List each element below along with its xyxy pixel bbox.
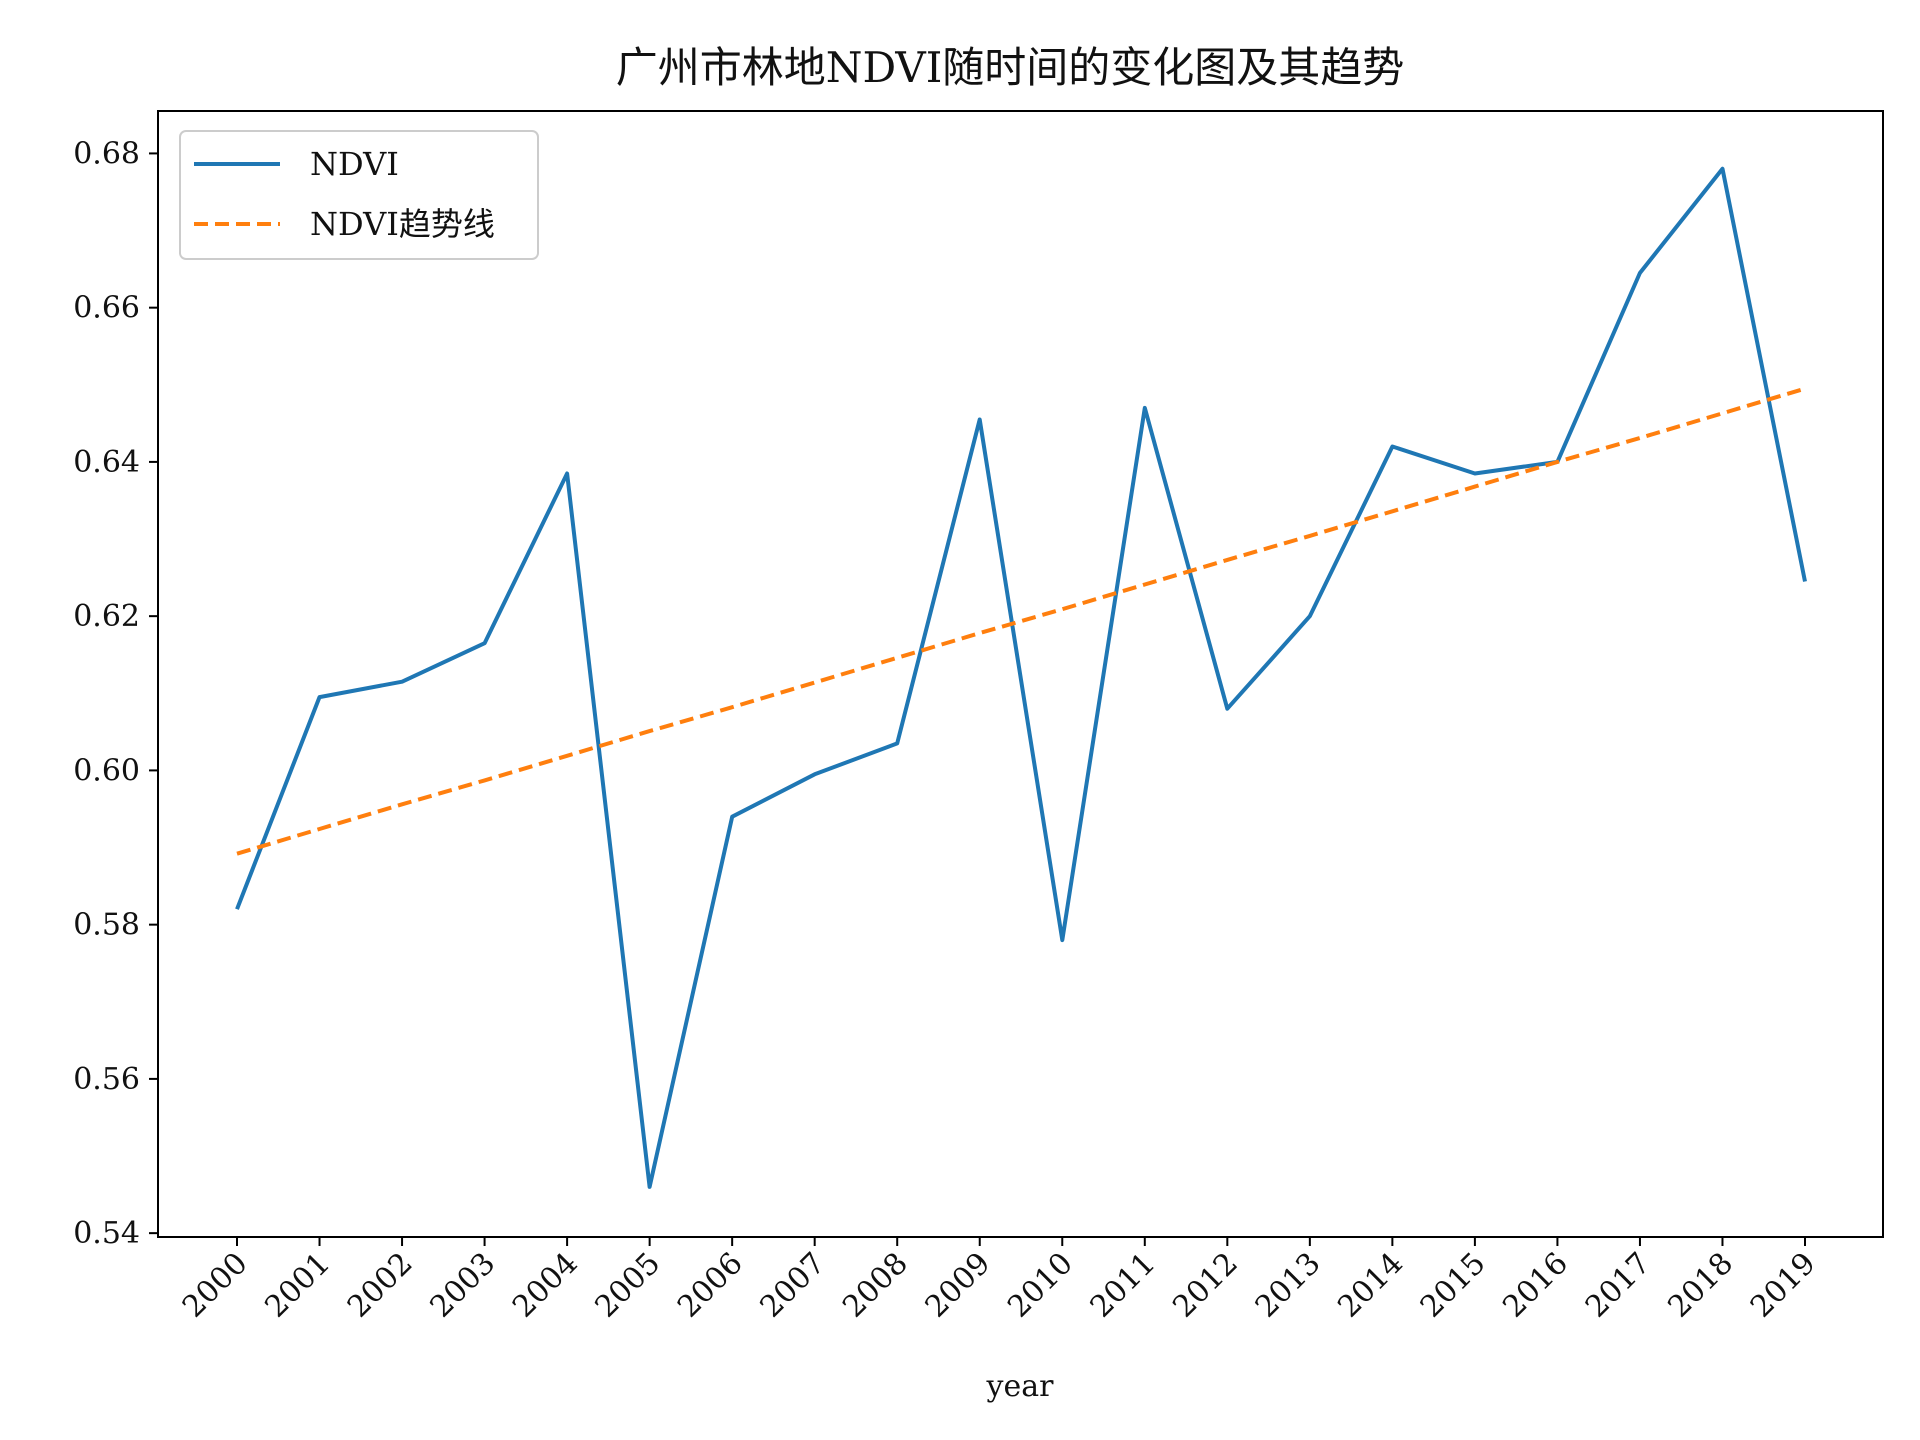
x-tick-label: 2004	[506, 1246, 585, 1325]
x-tick-label: 2001	[258, 1246, 337, 1325]
legend-trend-label: NDVI趋势线	[310, 205, 495, 243]
y-tick-label: 0.68	[73, 136, 140, 171]
x-tick-label: 2018	[1661, 1246, 1740, 1325]
x-tick-label: 2002	[341, 1246, 420, 1325]
y-tick-label: 0.62	[73, 599, 140, 634]
x-tick-label: 2011	[1084, 1246, 1163, 1325]
y-tick-label: 0.54	[73, 1216, 140, 1251]
y-tick-label: 0.64	[73, 445, 140, 480]
x-tick-label: 2014	[1331, 1246, 1410, 1325]
x-axis-label: year	[986, 1369, 1055, 1404]
x-tick-label: 2019	[1744, 1246, 1823, 1325]
x-tick-label: 2009	[919, 1246, 998, 1325]
x-tick-label: 2017	[1579, 1246, 1658, 1325]
x-axis: 2000 2001 2002 2003 2004 2005 2006 2007 2008 2009…	[176, 1237, 1823, 1325]
ndvi-trend-line	[236, 386, 1806, 856]
y-tick-label: 0.56	[73, 1062, 140, 1097]
x-tick-label: 2016	[1496, 1246, 1575, 1325]
y-tick-label: 0.58	[73, 908, 140, 943]
x-tick-label: 2013	[1249, 1246, 1328, 1325]
x-tick-label: 2003	[423, 1246, 502, 1325]
x-tick-label: 2000	[176, 1246, 255, 1325]
y-tick-label: 0.60	[73, 753, 140, 788]
legend-ndvi-label: NDVI	[310, 145, 399, 183]
legend: NDVI NDVI趋势线	[179, 130, 539, 260]
x-tick-label: 2012	[1166, 1246, 1245, 1325]
x-tick-label: 2008	[836, 1246, 915, 1325]
x-tick-label: 2005	[589, 1246, 668, 1325]
chart-title: 广州市林地NDVI随时间的变化图及其趋势	[616, 43, 1405, 92]
y-tick-label: 0.66	[73, 291, 140, 326]
plot-frame	[157, 110, 1884, 1238]
x-tick-label: 2015	[1414, 1246, 1493, 1325]
y-axis: 0.54 0.56 0.58 0.60 0.62 0.64 0.66 0.68	[73, 136, 158, 1251]
x-tick-label: 2007	[754, 1246, 833, 1325]
x-tick-label: 2010	[1001, 1246, 1080, 1325]
ndvi-series-line	[235, 166, 1807, 1189]
plot-area	[157, 110, 1884, 1238]
x-tick-label: 2006	[671, 1246, 750, 1325]
